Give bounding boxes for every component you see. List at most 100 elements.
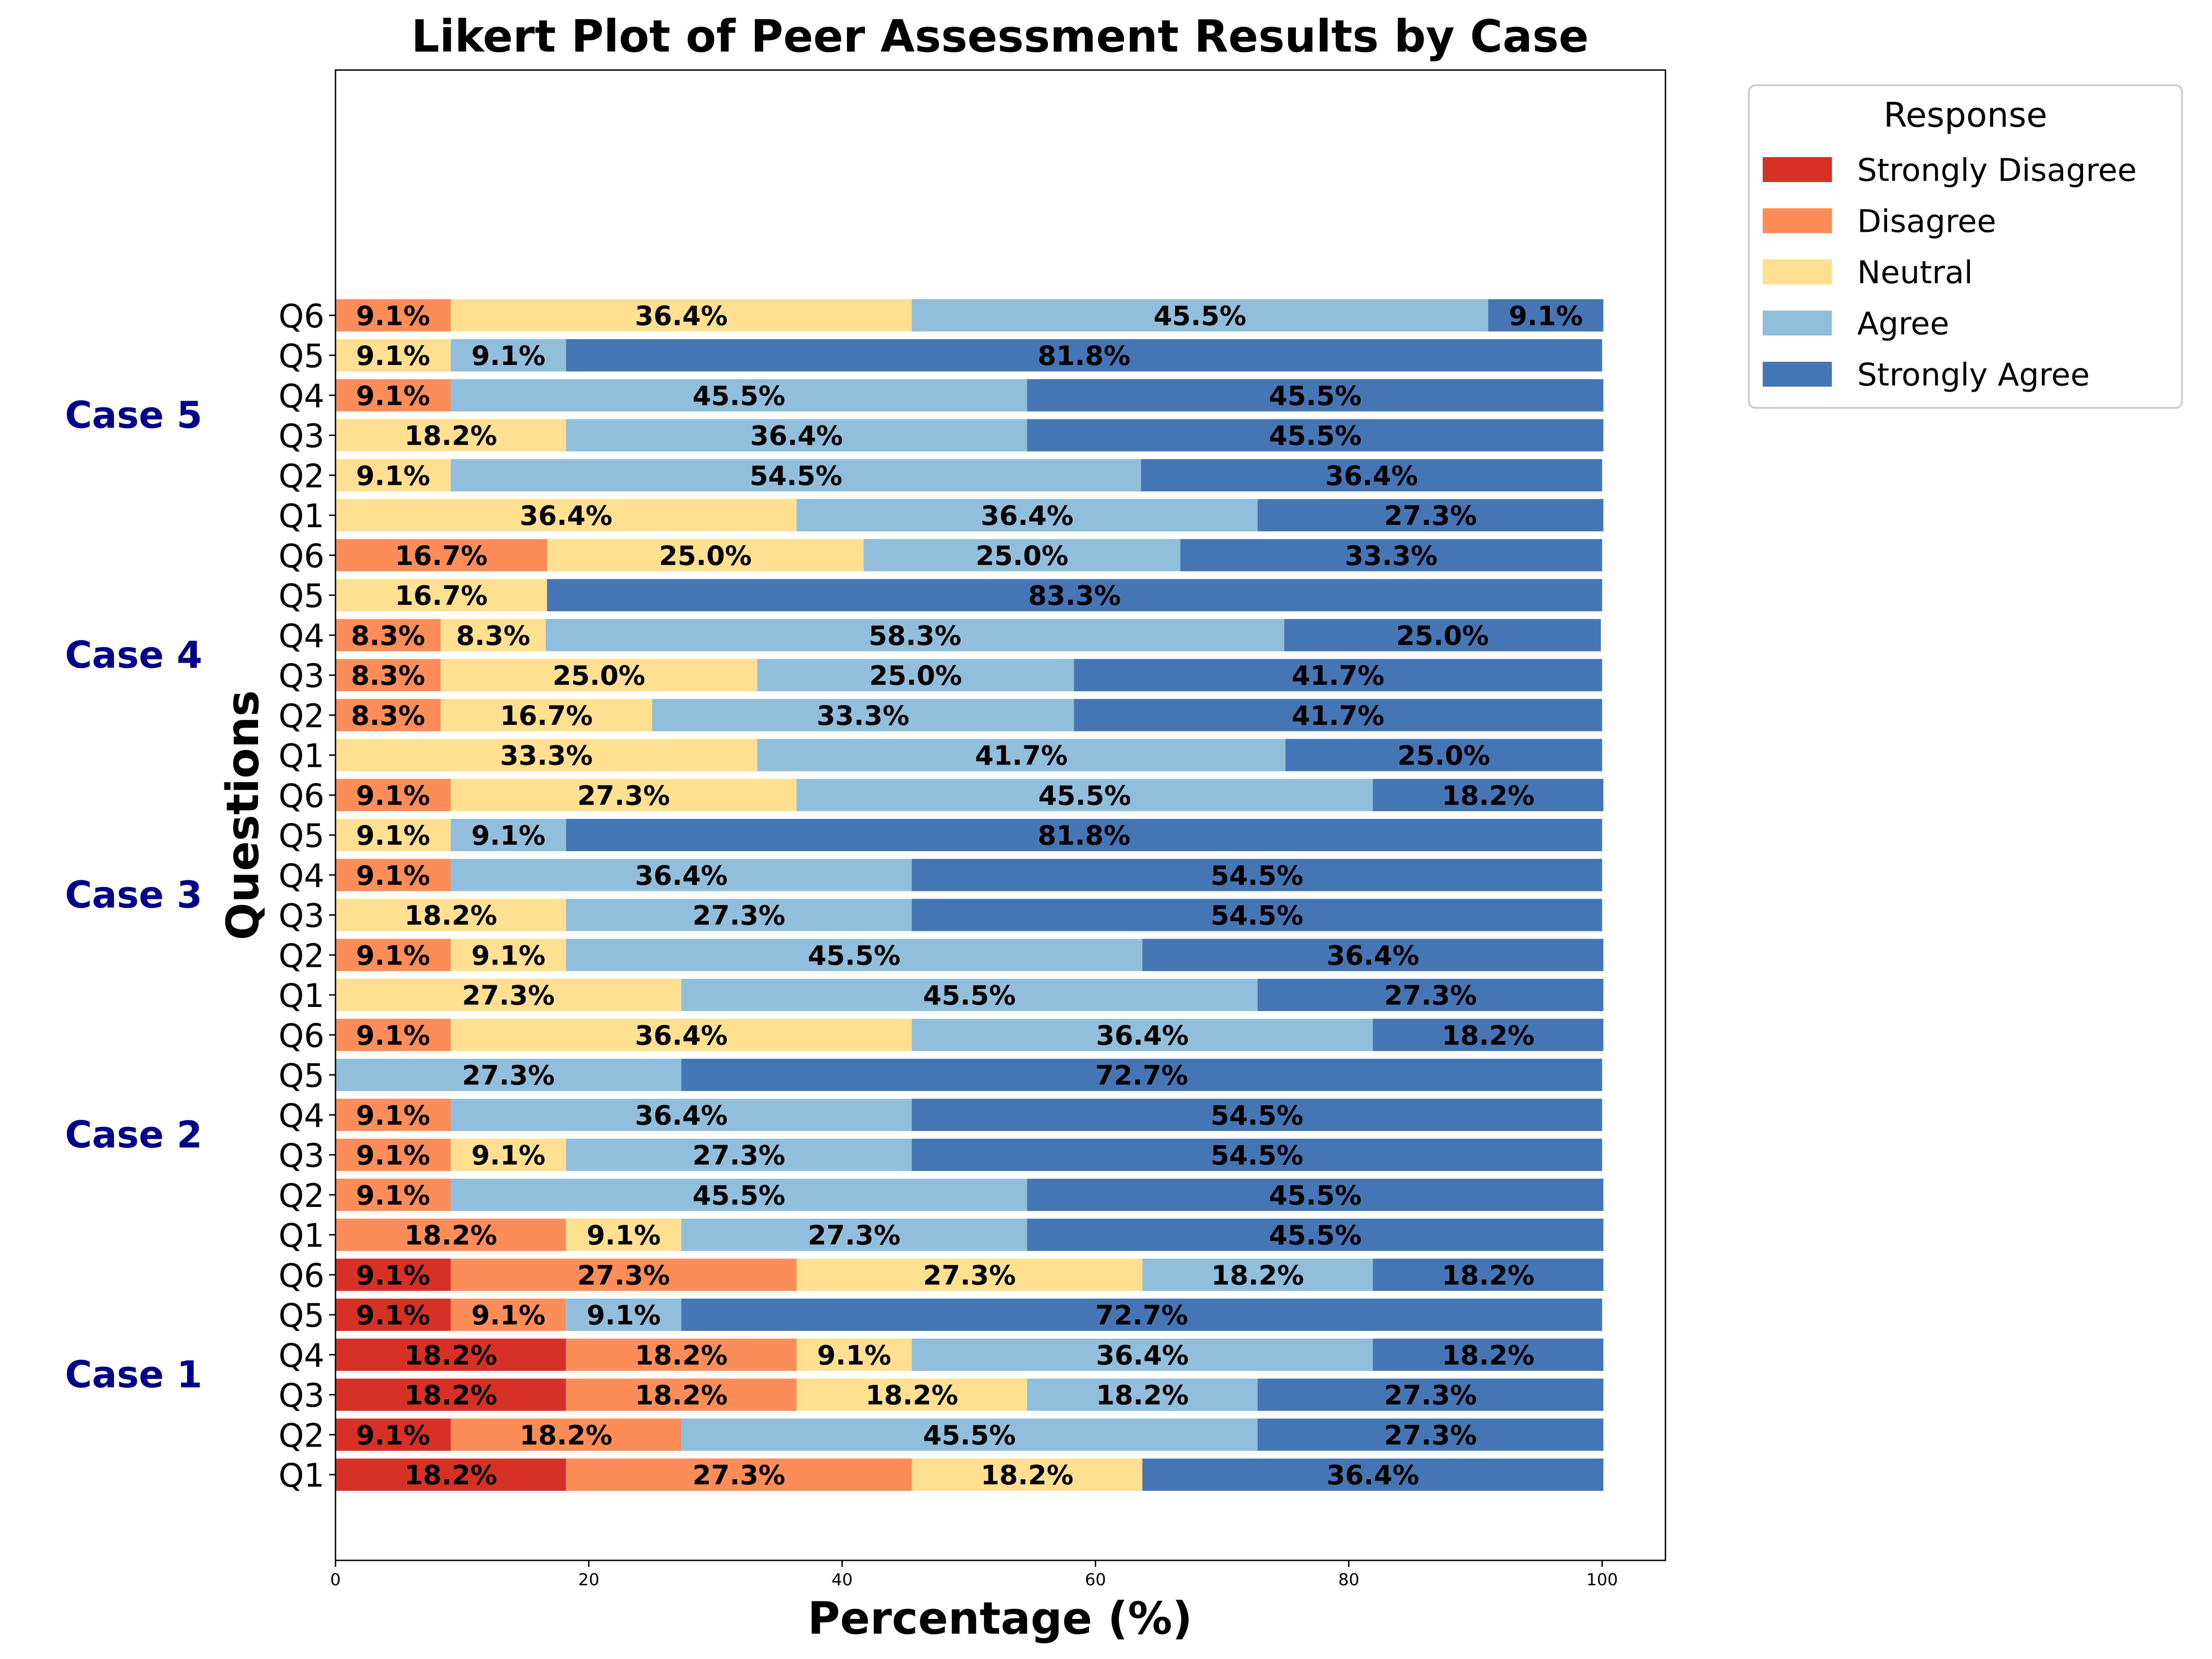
question-tick-label: Q4 — [278, 617, 324, 655]
bar-value-label: 18.2% — [1096, 1380, 1188, 1411]
bar-segment — [335, 1259, 451, 1291]
bar-segment — [451, 819, 566, 851]
bar-segment — [1373, 1018, 1604, 1051]
bar-segment — [335, 299, 451, 332]
bar-segment — [335, 1418, 451, 1451]
bar-segment — [451, 379, 1027, 412]
bar-value-label: 54.5% — [1211, 1140, 1303, 1171]
bar-value-label: 36.4% — [635, 1020, 728, 1051]
bar-value-label: 18.2% — [981, 1459, 1073, 1491]
bar-value-label: 58.3% — [869, 620, 961, 651]
bar-segment — [335, 379, 451, 412]
bar-segment — [1027, 1178, 1604, 1211]
question-tick-label: Q2 — [278, 697, 324, 735]
question-tick-label: Q6 — [278, 777, 324, 815]
bar-value-label: 45.5% — [1038, 780, 1131, 811]
bar-value-label: 45.5% — [1269, 1180, 1361, 1211]
bar-value-label: 36.4% — [635, 1100, 728, 1131]
bar-segment — [451, 459, 1141, 492]
bar-segment — [1142, 939, 1604, 971]
legend-swatch — [1763, 157, 1832, 182]
bar-segment — [335, 1338, 566, 1371]
bar-value-label: 36.4% — [1326, 1459, 1419, 1491]
question-tick-label: Q6 — [278, 1257, 324, 1294]
bar-value-label: 9.1% — [471, 340, 546, 371]
question-tick-label: Q3 — [278, 418, 324, 455]
case-label: Case 4 — [65, 634, 202, 677]
bar-value-label: 8.3% — [351, 700, 425, 731]
bar-value-label: 18.2% — [1442, 1340, 1535, 1371]
bar-segment — [681, 1418, 1258, 1451]
bar-segment — [335, 699, 441, 731]
case-label: Case 3 — [65, 874, 202, 917]
bar-value-label: 18.2% — [405, 420, 497, 452]
bar-value-label: 18.2% — [865, 1380, 958, 1411]
bar-segment — [864, 539, 1181, 571]
bar-value-label: 41.7% — [1292, 700, 1384, 731]
legend-swatch — [1763, 208, 1832, 233]
bar-value-label: 9.1% — [356, 820, 430, 851]
question-tick-label: Q5 — [278, 1057, 324, 1095]
bar-value-label: 9.1% — [356, 300, 430, 331]
bar-segment — [451, 1139, 566, 1171]
bar-value-label: 18.2% — [520, 1419, 612, 1451]
bar-value-label: 27.3% — [1384, 1419, 1477, 1451]
bar-value-label: 18.2% — [405, 1459, 497, 1491]
bar-value-label: 16.7% — [395, 580, 488, 612]
question-tick-label: Q4 — [278, 1097, 324, 1135]
legend-title: Response — [1883, 95, 2047, 135]
bar-segment — [566, 1218, 682, 1251]
bar-value-label: 41.7% — [975, 740, 1068, 771]
bar-segment — [757, 659, 1074, 691]
bar-segment — [451, 299, 912, 332]
bar-value-label: 18.2% — [405, 1340, 497, 1371]
bar-value-label: 83.3% — [1028, 580, 1121, 612]
bar-value-label: 16.7% — [395, 540, 488, 571]
bar-segment — [335, 1139, 451, 1171]
bar-value-label: 9.1% — [356, 860, 430, 891]
bar-segment — [335, 339, 451, 371]
bar-value-label: 45.5% — [923, 1419, 1016, 1451]
bar-segment — [451, 1018, 912, 1051]
bar-value-label: 81.8% — [1038, 820, 1130, 851]
bar-segment — [1142, 1259, 1373, 1291]
legend-entry-label: Strongly Disagree — [1857, 153, 2137, 189]
x-tick-label: 80 — [1338, 1571, 1359, 1589]
bar-segment — [335, 1059, 682, 1091]
bar-value-label: 45.5% — [693, 380, 785, 412]
bar-value-label: 9.1% — [471, 1140, 546, 1171]
bar-value-label: 18.2% — [635, 1380, 728, 1411]
bar-value-label: 27.3% — [808, 1220, 900, 1251]
bar-segment — [1488, 299, 1604, 332]
bar-segment — [912, 1338, 1373, 1371]
bar-value-label: 45.5% — [808, 940, 900, 971]
bar-segment — [335, 1218, 566, 1251]
bar-value-label: 8.3% — [456, 620, 530, 651]
bar-segment — [1373, 1338, 1604, 1371]
bar-segment — [757, 739, 1286, 771]
bar-segment — [451, 1418, 682, 1451]
bar-value-label: 45.5% — [923, 980, 1016, 1011]
bar-value-label: 36.4% — [520, 500, 612, 531]
y-axis-label: Questions — [217, 690, 269, 940]
question-tick-label: Q2 — [278, 457, 324, 495]
bar-segment — [566, 939, 1142, 971]
question-tick-label: Q4 — [278, 377, 324, 415]
bar-segment — [1074, 659, 1602, 691]
bar-segment — [335, 659, 441, 691]
question-tick-label: Q3 — [278, 897, 324, 935]
bar-segment — [566, 819, 1602, 851]
bar-segment — [335, 1378, 566, 1411]
bar-segment — [335, 1018, 451, 1051]
bars-layer: 18.2% 27.3% 18.2% 36.4% 9.1% 18.2% 45.5% 27.3% 1… — [335, 299, 1604, 1491]
bar-segment — [1257, 499, 1604, 531]
question-tick-label: Q3 — [278, 1377, 324, 1415]
bar-value-label: 36.4% — [1326, 940, 1419, 971]
bar-value-label: 18.2% — [1442, 1259, 1535, 1291]
bar-segment — [335, 419, 566, 452]
legend-entry-label: Strongly Agree — [1857, 357, 2090, 394]
bar-segment — [912, 1099, 1602, 1131]
bar-segment — [1285, 739, 1602, 771]
x-tick-label: 100 — [1586, 1571, 1618, 1589]
bar-value-label: 33.3% — [817, 700, 909, 731]
